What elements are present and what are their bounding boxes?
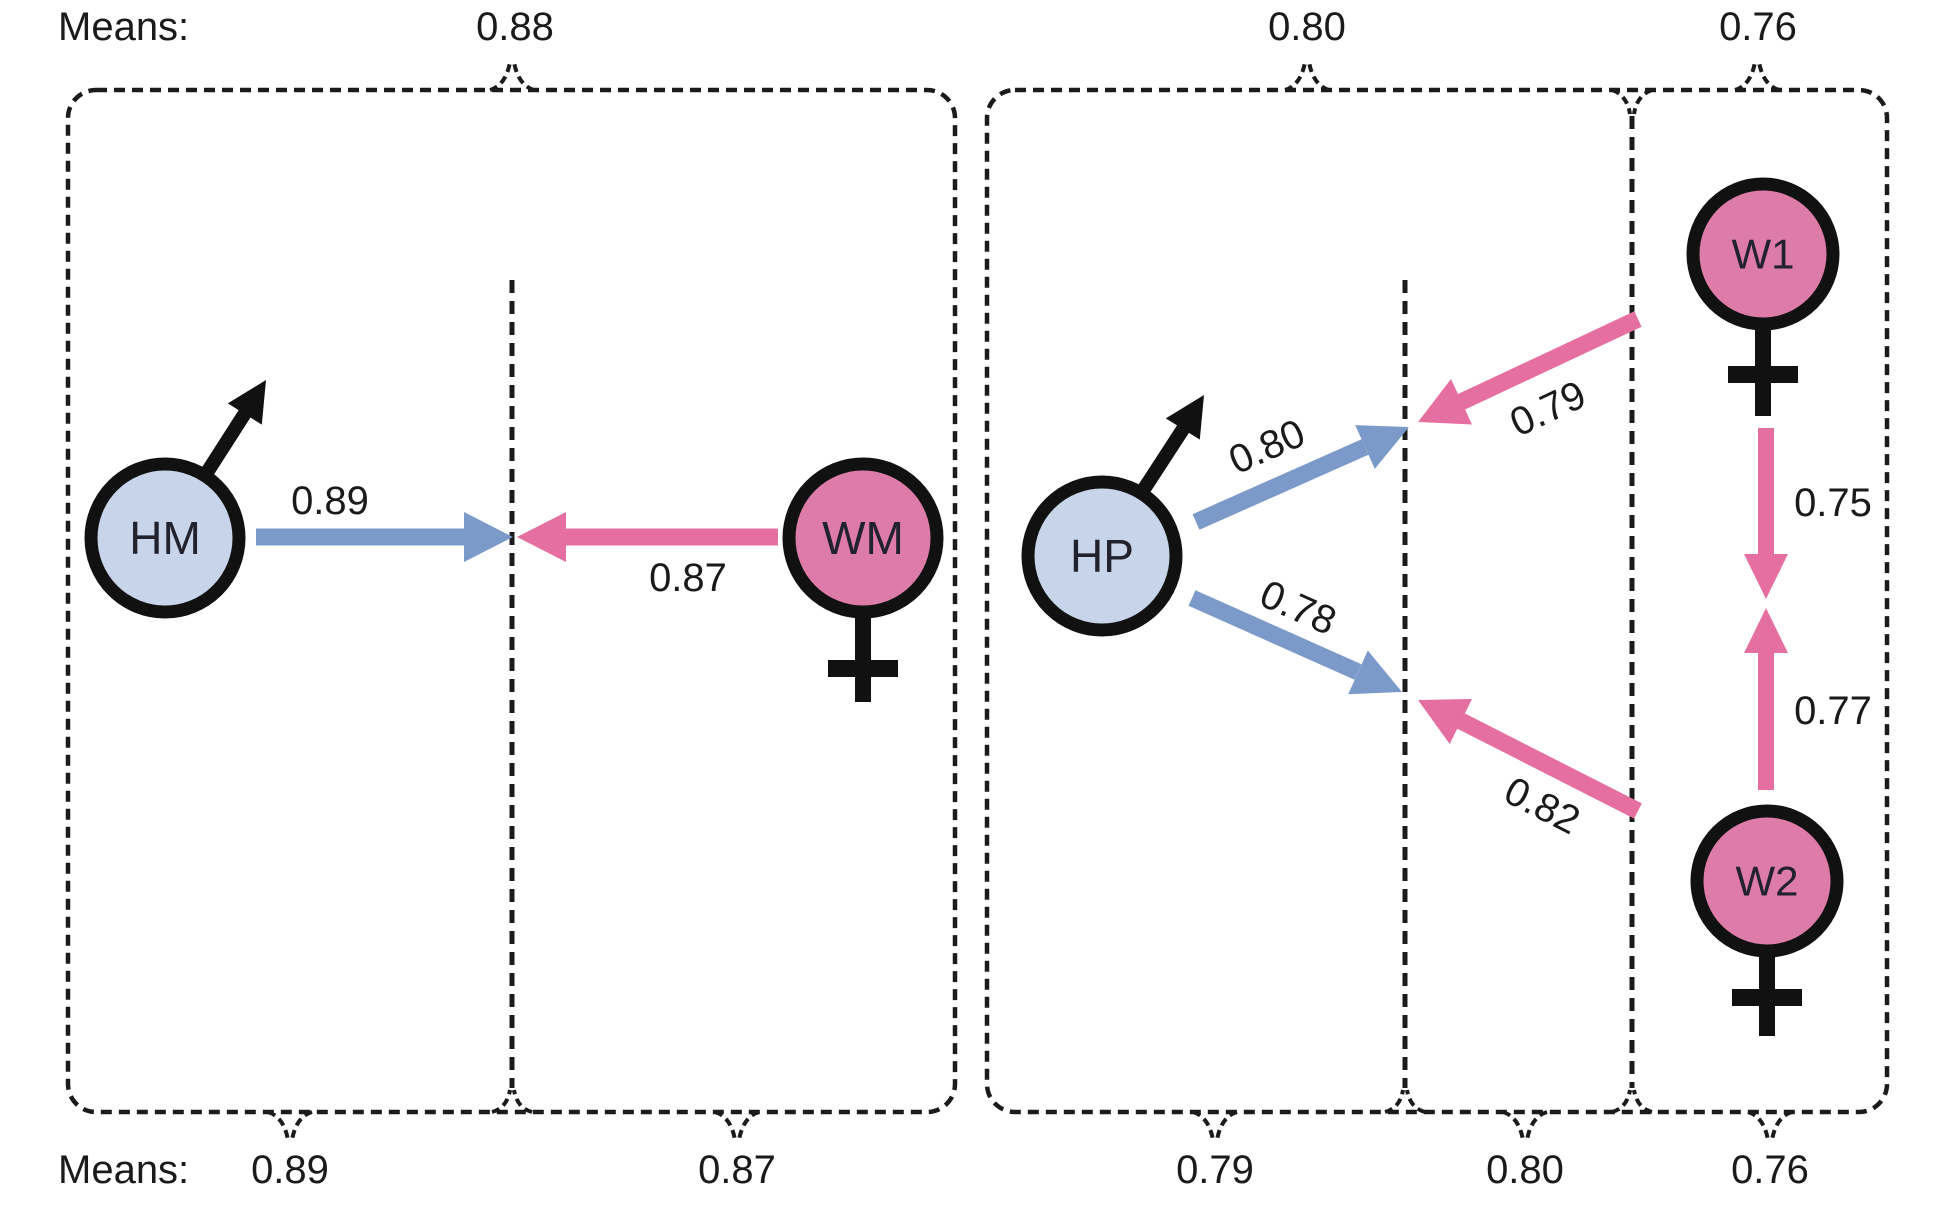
w1-arrow-head (1418, 379, 1472, 425)
hp-upper-arrow (1192, 425, 1409, 530)
w2-up-arrow (1744, 608, 1788, 790)
divider-junction-flare-1 (491, 1089, 533, 1114)
top-mean-value-1: 0.88 (476, 5, 554, 49)
female-symbol-w1-icon (1728, 328, 1798, 416)
top-mean-value-2: 0.80 (1268, 5, 1346, 49)
w2-arrow-head (1418, 699, 1472, 744)
bottom-mean-value-3: 0.79 (1176, 1148, 1254, 1192)
top-means-caption: Means: (58, 5, 189, 49)
top-mean-value-3: 0.76 (1719, 5, 1797, 49)
hp-lower-arrow-head (1348, 650, 1402, 695)
bottom-means-caption: Means: (58, 1148, 189, 1192)
divider-junction-flare-3 (1611, 1089, 1653, 1114)
bottom-brace-cusp-3 (1192, 1110, 1238, 1141)
wm-arrow-head (517, 512, 566, 562)
w2-w1-correlation-label: 0.77 (1794, 689, 1872, 733)
top-brace-cusp-3 (1734, 61, 1780, 92)
male-symbol-hm-stem (200, 406, 253, 478)
hp-lower-arrow-shaft (1188, 590, 1362, 680)
wm-arrow (517, 512, 778, 562)
bottom-brace-cusp-2 (714, 1110, 760, 1141)
female-symbol-wm-bar (828, 660, 898, 677)
female-symbol-w2-bar (1732, 989, 1802, 1006)
top-brace-cusp-2 (1284, 61, 1330, 92)
node-wm-circle (782, 457, 944, 619)
bottom-brace-cusp-4 (1502, 1110, 1548, 1141)
hp-upper-arrow-head (1355, 425, 1409, 469)
male-symbol-hp-head (1165, 395, 1204, 440)
female-symbol-w2-icon (1732, 956, 1802, 1036)
bottom-mean-value-2: 0.87 (698, 1148, 776, 1192)
w2-up-arrow-head (1744, 608, 1788, 653)
female-symbol-wm-icon (828, 606, 898, 702)
w1-arrow-shaft (1457, 311, 1642, 410)
divider-junction-flare-2 (1384, 1089, 1426, 1114)
bottom-brace-cusp-5 (1747, 1110, 1793, 1141)
w1-down-arrow (1744, 428, 1788, 599)
bottom-brace-cusp-1 (267, 1110, 313, 1141)
hm-arrow-head (464, 512, 513, 562)
bottom-mean-value-1: 0.89 (251, 1148, 329, 1192)
right-panel-box (984, 87, 1890, 1115)
node-w2-circle (1690, 804, 1844, 958)
male-symbol-hp-stem (1138, 422, 1191, 493)
male-symbol-hp-icon (1138, 395, 1204, 493)
node-w1-label: W1 (1732, 231, 1795, 278)
node-wm-label: WM (822, 512, 904, 564)
node-hp-label: HP (1070, 530, 1134, 582)
w1-down-arrow-head (1744, 554, 1788, 599)
node-w1-circle (1686, 177, 1840, 331)
hp-upper-arrow-shaft (1192, 439, 1369, 530)
w1-arrow (1418, 311, 1642, 425)
node-hp-circle (1021, 475, 1183, 637)
w1-w2-correlation-label: 0.75 (1794, 481, 1872, 525)
node-hm-circle (84, 457, 246, 619)
node-hm-label: HM (129, 512, 201, 564)
male-symbol-hm-head (227, 380, 266, 425)
bottom-mean-value-5: 0.76 (1731, 1148, 1809, 1192)
w2-arrow (1418, 699, 1642, 819)
node-w2-label: W2 (1736, 858, 1799, 905)
divider-junction-flare-4 (1611, 88, 1653, 115)
bottom-mean-value-4: 0.80 (1486, 1148, 1564, 1192)
hp-lower-arrow (1188, 590, 1402, 695)
w2-arrow-shaft (1457, 713, 1642, 819)
top-brace-cusp-1 (489, 61, 535, 92)
wm-loading-label: 0.87 (649, 556, 727, 600)
hm-arrow (256, 512, 513, 562)
female-symbol-w1-bar (1728, 366, 1798, 383)
left-panel-box (65, 87, 958, 1115)
hm-loading-label: 0.89 (291, 479, 369, 523)
male-symbol-hm-icon (200, 380, 266, 478)
female-symbol-wm-stem (855, 606, 871, 702)
